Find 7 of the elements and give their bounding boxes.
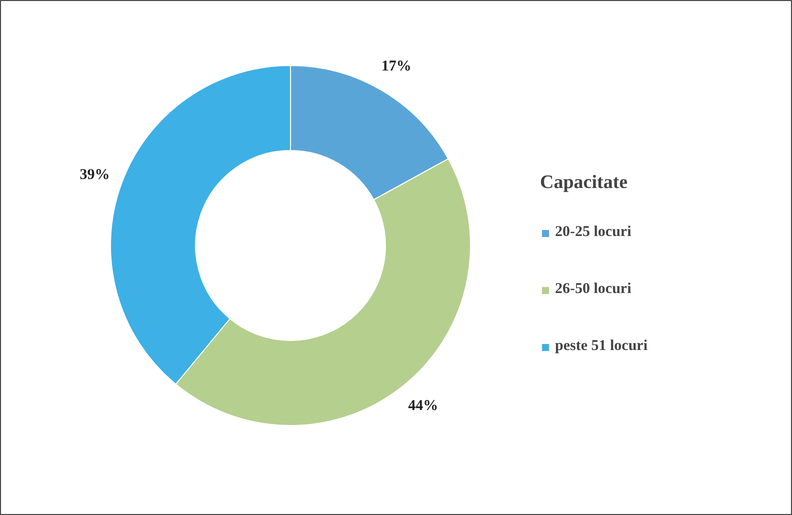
data-label: 44% <box>408 398 438 414</box>
data-label: 39% <box>80 167 110 184</box>
data-label: 17% <box>381 58 412 74</box>
legend-title: Capacitate <box>540 172 629 194</box>
legend-label: 26-50 locuri <box>555 281 632 298</box>
legend-label: peste 51 locuri <box>555 338 648 355</box>
legend-label: 20-25 locuri <box>555 224 632 241</box>
